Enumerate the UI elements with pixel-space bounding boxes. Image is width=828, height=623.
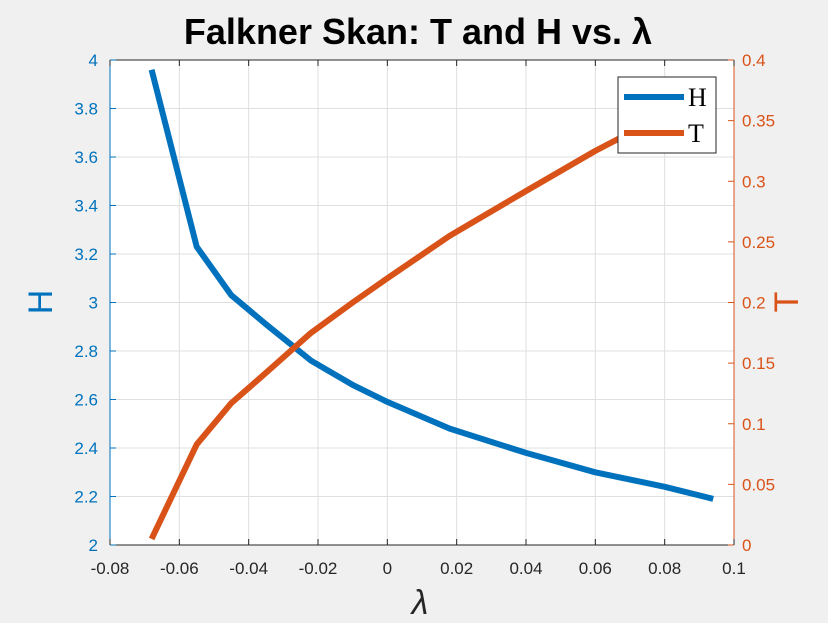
right-y-tick-label: 0.35 [742,112,775,131]
x-tick-label: 0.02 [440,559,473,578]
left-y-tick-label: 3.4 [74,197,98,216]
right-y-axis: 0 0.05 0.1 0.15 0.2 0.25 0.3 0.35 0.4 [728,51,775,555]
left-y-tick-label: 2 [89,536,98,555]
x-tick-label: -0.04 [229,559,268,578]
x-tick-label: -0.08 [91,559,130,578]
series-lines [148,68,714,541]
right-y-tick-label: 0.3 [742,172,766,191]
left-y-tick-label: 3.6 [74,148,98,167]
right-y-tick-label: 0.25 [742,233,775,252]
series-line-h [148,68,714,502]
legend-box [617,76,717,154]
x-tick-label: 0.1 [722,559,746,578]
left-y-tick-label: 3.2 [74,245,98,264]
left-y-tick-label: 3 [89,294,98,313]
legend: H T [617,76,717,154]
left-y-tick-label: 2.4 [74,439,98,458]
right-y-tick-label: 0.4 [742,51,766,70]
series-line-t [148,130,632,541]
right-y-tick-label: 0.15 [742,354,775,373]
right-y-tick-label: 0.2 [742,294,766,313]
right-y-tick-label: 0 [742,536,751,555]
left-y-tick-label: 3.8 [74,100,98,119]
legend-label-h: H [688,83,707,112]
right-y-tick-label: 0.1 [742,415,766,434]
left-y-tick-label: 2.2 [74,488,98,507]
x-axis-label: λ [410,584,429,622]
legend-label-t: T [688,119,704,148]
x-tick-label: 0 [383,559,392,578]
chart-title: Falkner Skan: T and H vs. λ [184,11,652,52]
left-y-tick-label: 2.6 [74,391,98,410]
left-y-tick-label: 4 [89,51,98,70]
right-y-axis-label: T [768,292,806,313]
left-y-axis: 2 2.2 2.4 2.6 2.8 3 3.2 3.4 3.6 3.8 4 [74,51,116,555]
x-tick-label: -0.06 [160,559,199,578]
x-axis: -0.08 -0.06 -0.04 -0.02 0 0.02 0.04 0.06 0.08 0.1 [91,60,746,578]
x-tick-label: 0.08 [648,559,681,578]
right-y-tick-label: 0.05 [742,475,775,494]
x-tick-label: 0.06 [579,559,612,578]
x-tick-label: -0.02 [299,559,338,578]
x-tick-label: 0.04 [509,559,542,578]
left-y-tick-label: 2.8 [74,342,98,361]
left-y-axis-label: H [22,290,60,315]
